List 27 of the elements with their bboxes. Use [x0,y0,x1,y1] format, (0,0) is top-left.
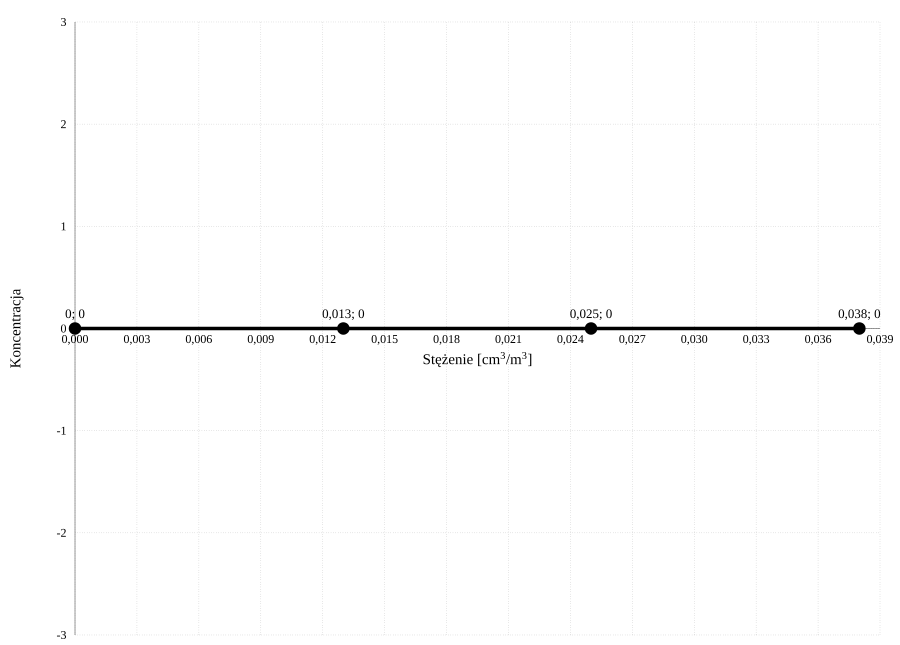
y-tick-label: 2 [61,120,66,128]
data-label: 0; 0 [66,309,84,320]
data-label: 0,038; 0 [838,309,880,320]
x-tick-label: 0,006 [186,335,212,345]
x-tick-label: 0,009 [248,335,274,345]
y-tick-label: -2 [56,528,66,537]
x-tick-label: 0,012 [310,335,336,345]
x-tick-label: 0,036 [805,335,832,345]
y-tick-label: -1 [56,426,66,435]
data-label: 0,013; 0 [322,309,364,320]
x-tick-label: 0,027 [619,335,646,345]
x-tick-label: 0,039 [867,335,893,345]
x-tick-label: 0,030 [681,335,708,345]
x-tick-label: 0,003 [124,335,150,345]
y-tick-label: 0 [60,324,66,333]
y-axis-title: Koncentracja [10,288,24,368]
x-tick-label: 0,000 [62,335,88,345]
x-axis-title: Stężenie [cm$^{3}$/m$^{3}$] [424,352,532,368]
y-tick-label: 1 [62,222,66,230]
x-tick-label: 0,021 [495,335,522,345]
y-tick-label: -3 [56,630,66,639]
x-tick-label: 0,033 [743,335,770,345]
x-tick-label: 0,015 [372,335,398,345]
x-tick-label: 0,018 [434,335,460,345]
y-tick-label: 3 [61,18,66,26]
data-label: 0,025; 0 [570,309,612,320]
x-tick-label: 0,024 [557,335,584,345]
